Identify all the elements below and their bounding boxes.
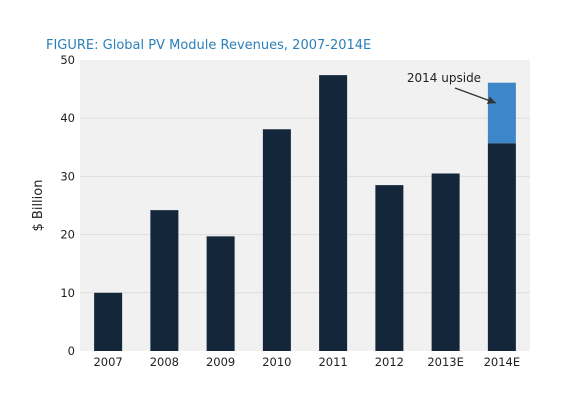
x-tick-label: 2010 <box>262 355 291 369</box>
y-tick-label: 40 <box>60 111 75 125</box>
x-tick-label: 2009 <box>206 355 235 369</box>
bar <box>487 143 516 351</box>
bar-upside <box>487 82 516 144</box>
bar <box>431 173 460 351</box>
x-tick-label: 2012 <box>375 355 404 369</box>
y-tick-label: 50 <box>60 53 75 67</box>
y-tick-label: 30 <box>60 169 75 183</box>
x-tick-label: 2011 <box>318 355 347 369</box>
y-tick-label: 20 <box>60 228 75 242</box>
bar <box>262 129 291 351</box>
annotation-text: 2014 upside <box>407 71 481 85</box>
x-tick-label: 2014E <box>484 355 521 369</box>
x-tick-label: 2013E <box>427 355 464 369</box>
plot-area <box>80 60 530 351</box>
y-tick-label: 10 <box>60 286 75 300</box>
bar <box>375 185 404 351</box>
y-axis-label: $ Billion <box>31 180 46 232</box>
y-tick-label: 0 <box>68 344 75 358</box>
chart-title: FIGURE: Global PV Module Revenues, 2007-… <box>46 38 372 53</box>
x-tick-label: 2008 <box>150 355 179 369</box>
bar <box>150 210 179 351</box>
x-tick-label: 2007 <box>93 355 122 369</box>
annotation-arrowhead <box>486 96 496 104</box>
bar <box>94 292 123 351</box>
bar <box>206 236 235 351</box>
bar <box>319 75 348 351</box>
